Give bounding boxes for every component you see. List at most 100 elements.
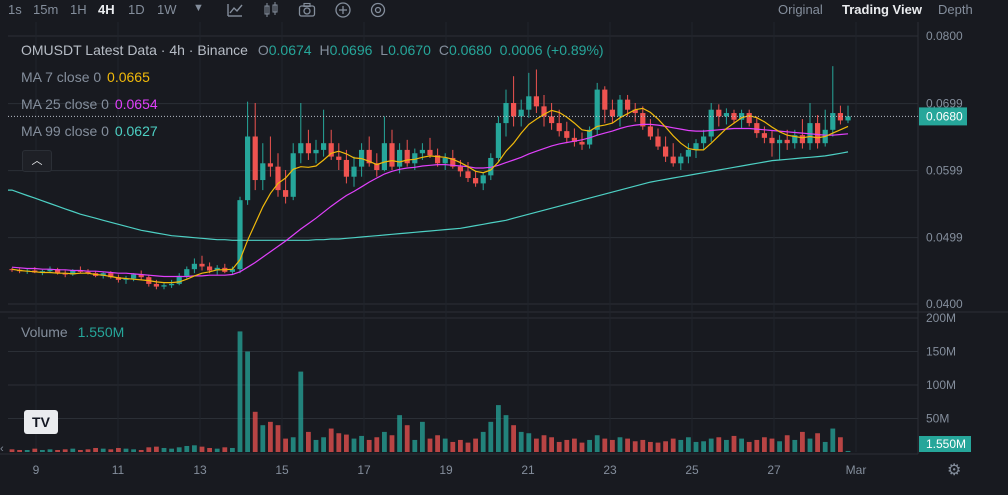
view-original[interactable]: Original — [778, 2, 823, 17]
candle-body — [503, 103, 509, 124]
timeframe-15m[interactable]: 15m — [33, 2, 59, 17]
volume-bar — [739, 438, 744, 452]
gear-icon[interactable]: ⚙ — [947, 462, 962, 479]
high-value: 0.0696 — [329, 42, 373, 58]
volume-bar — [268, 421, 273, 452]
legend-ma7: MA 7 close 0 0.0665 — [21, 69, 150, 85]
legend-ohlc-row: OMUSDT Latest Data · 4h · Binance O0.067… — [21, 42, 604, 58]
legend-collapse-button[interactable]: ︿ — [22, 150, 52, 172]
volume-bar — [184, 445, 190, 452]
settings-dial-icon[interactable] — [369, 2, 387, 18]
volume-bar — [496, 405, 501, 452]
volume-bar — [663, 441, 668, 452]
chevron-up-icon: ︿ — [31, 155, 43, 167]
timeframe-1d[interactable]: 1D — [128, 2, 145, 17]
volume-bar — [389, 435, 395, 452]
high-label: H — [319, 42, 330, 58]
candle-body — [77, 270, 83, 272]
volume-bar — [230, 447, 235, 452]
chevron-down-icon[interactable]: ▼ — [193, 2, 204, 14]
timeframe-4h[interactable]: 4H — [98, 2, 115, 17]
volume-bar — [473, 438, 478, 452]
volume-bar — [746, 441, 752, 452]
candle-body — [625, 99, 631, 110]
candle-body — [336, 156, 342, 160]
scroll-left-icon[interactable]: ‹ — [0, 443, 4, 455]
view-trading-view[interactable]: Trading View — [842, 2, 922, 17]
candle-body — [85, 271, 91, 274]
candle-body — [495, 123, 501, 158]
volume-bar — [800, 431, 805, 452]
volume-bar — [435, 435, 440, 452]
candle-body — [313, 149, 319, 154]
candle-body — [579, 141, 585, 145]
low-value: 0.0670 — [388, 42, 431, 58]
candle-body — [290, 153, 296, 197]
volume-bar — [792, 439, 798, 452]
plus-circle-icon[interactable] — [334, 2, 352, 18]
candle-body — [214, 267, 220, 271]
volume-bar — [845, 450, 851, 452]
candle-body — [298, 143, 304, 154]
low-label: L — [380, 42, 389, 58]
candle-body — [237, 200, 243, 270]
volume-bar — [283, 438, 288, 452]
candle-body — [480, 175, 486, 184]
timeframe-1s[interactable]: 1s — [8, 2, 22, 17]
ma99-label: MA 99 close 0 — [21, 123, 109, 139]
candle-body — [47, 269, 53, 272]
volume-bar — [237, 331, 243, 452]
volume-bar — [511, 425, 516, 452]
volume-bar — [108, 449, 114, 452]
volume-tick-label: 100M — [926, 378, 956, 392]
candle-body — [275, 166, 281, 191]
legend-ma25: MA 25 close 0 0.0654 — [21, 96, 158, 112]
volume-bar — [480, 431, 486, 452]
last-volume-tag-bg — [919, 436, 971, 452]
candle-body — [427, 149, 433, 156]
close-label: C — [438, 42, 449, 58]
volume-bar — [549, 437, 554, 452]
candle-body — [138, 274, 144, 278]
volume-bar — [100, 448, 106, 452]
candle-body — [328, 143, 334, 157]
candle-body — [815, 123, 821, 144]
indicator-icon[interactable] — [226, 2, 244, 18]
candle-body — [769, 137, 775, 144]
volume-bar — [313, 439, 319, 452]
volume-bar — [199, 446, 205, 452]
candle-body — [617, 99, 623, 117]
candle-body — [123, 278, 129, 280]
candle-body — [708, 109, 714, 137]
candle-type-icon[interactable] — [262, 2, 280, 18]
timeframe-1h[interactable]: 1H — [70, 2, 87, 17]
candle-body — [488, 157, 494, 176]
volume-bar — [450, 441, 456, 452]
candle-body — [351, 166, 357, 177]
view-depth[interactable]: Depth — [938, 2, 973, 17]
volume-bar — [131, 449, 136, 452]
candle-body — [366, 149, 372, 164]
tradingview-logo-icon[interactable]: TV — [24, 410, 58, 434]
timeframe-1w[interactable]: 1W — [157, 2, 177, 17]
volume-bar — [784, 435, 790, 452]
last-price-tag-bg — [919, 107, 967, 126]
volume-bar — [556, 441, 562, 452]
tradingview-logo-text: TV — [32, 414, 50, 430]
volume-tick-label: 50M — [926, 412, 949, 426]
candle-body — [245, 136, 251, 201]
candle-body — [533, 96, 539, 107]
volume-bar — [116, 447, 121, 452]
candle-body — [663, 146, 669, 157]
volume-bar — [701, 441, 706, 452]
volume-bar — [640, 439, 646, 452]
camera-icon[interactable] — [298, 2, 316, 18]
volume-bar — [754, 439, 760, 452]
candle-body — [321, 143, 327, 150]
candle-body — [609, 109, 615, 117]
ma99-line — [8, 151, 849, 241]
volume-bar — [625, 438, 630, 452]
candle-body — [191, 263, 197, 270]
candle-body — [184, 269, 190, 276]
